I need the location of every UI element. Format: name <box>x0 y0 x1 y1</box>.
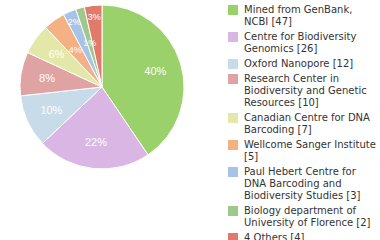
html-text:Paul Hebert Centre for DNA Bar: Paul Hebert Centre for DNA Barcoding and… <box>244 166 361 201</box>
html-text:Oxford Nanopore [12]: Oxford Nanopore [12] <box>244 58 354 69</box>
svg-text:4%: 4% <box>69 45 82 55</box>
html-text:Centre for Biodiversity Genomi: Centre for Biodiversity Genomics [26] <box>244 31 357 54</box>
svg-text:8%: 8% <box>39 72 55 84</box>
svg-text:3%: 3% <box>88 12 101 22</box>
svg-text:10%: 10% <box>40 104 62 116</box>
html-text:Canadian Centre for DNA Barcod: Canadian Centre for DNA Barcoding [7] <box>244 112 370 135</box>
html-text:Mined from GenBank, NCBI [47]: Mined from GenBank, NCBI [47] <box>244 4 353 27</box>
html-text:Wellcome Sanger Institute [5]: Wellcome Sanger Institute [5] <box>244 139 376 162</box>
svg-text:2%: 2% <box>68 17 81 27</box>
svg-text:22%: 22% <box>85 136 107 148</box>
html-text:Biology department of Universi: Biology department of University of Flor… <box>244 205 371 228</box>
svg-text:6%: 6% <box>49 48 65 60</box>
html-text:Research Center in Biodiversit: Research Center in Biodiversity and Gene… <box>244 73 367 108</box>
svg-text:1%: 1% <box>83 38 96 48</box>
svg-text:40%: 40% <box>144 65 166 77</box>
